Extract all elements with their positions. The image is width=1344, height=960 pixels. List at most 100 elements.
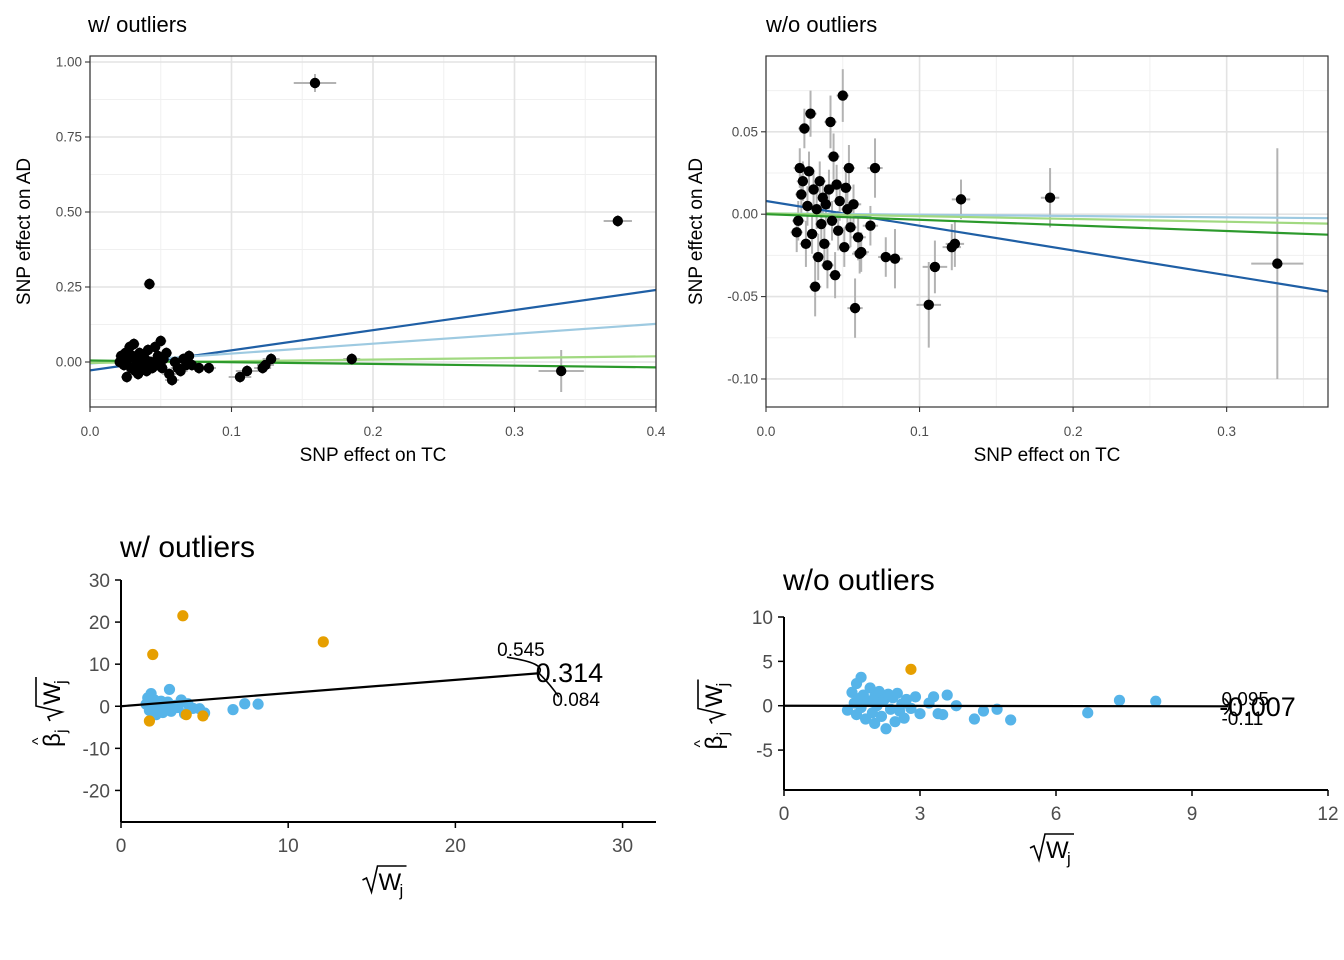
data-point [923,299,934,311]
regression-line [120,672,540,708]
estimate-label: -0.11 [1221,709,1263,730]
outlier-point [180,709,192,721]
data-point [834,195,845,207]
estimate-label: 0.095 [1221,689,1269,710]
x-tick-label: 0.0 [81,424,100,439]
subscript-j: j [1066,849,1071,868]
x-axis-title: SNP effect on TC [300,445,447,466]
regression-line [783,704,1229,708]
data-point [977,705,990,717]
data-point [183,350,195,362]
y-tick-label: 0.50 [56,205,82,220]
y-tick-label: -10 [83,739,110,760]
data-point [837,90,848,101]
x-tick-label: 20 [445,836,466,857]
data-point [816,218,827,230]
data-point [855,671,867,683]
data-point [880,251,891,263]
data-point [849,302,861,314]
data-point [914,708,926,720]
data-point [813,251,824,263]
data-point [1082,707,1094,719]
data-point [252,698,264,710]
data-point [875,710,888,722]
data-point [794,162,805,174]
data-point [831,179,842,190]
data-point [799,123,810,134]
data-point [826,215,838,226]
data-point [968,713,981,725]
x-tick-label: 0.1 [222,424,241,439]
data-point [128,338,140,350]
data-point [955,194,967,205]
data-point [929,261,941,273]
radical-sign [35,677,65,722]
y-tick-label: -0.10 [727,371,758,386]
data-point [820,199,832,210]
data-point [155,335,166,347]
data-point [889,253,901,264]
data-point [949,238,961,250]
plot-border [765,55,1329,408]
outlier-point [905,663,917,675]
data-point [1272,258,1283,269]
data-point [928,691,940,703]
data-point [239,698,251,710]
data-point [880,723,892,735]
data-point [163,683,176,696]
data-point [829,269,841,281]
estimate-arc [506,656,560,698]
y-axis-title: β^jWj [30,677,70,747]
sqrt-w-symbol: Wj [35,677,70,722]
x-tick-label: 9 [1187,804,1198,825]
panel-title: w/ outliers [87,12,187,37]
data-point [852,232,864,243]
regression-line [766,213,1328,236]
x-tick-label: 0 [116,836,127,857]
beta-hat-symbol: β [701,736,728,750]
data-point [811,204,822,215]
data-point [1113,694,1126,706]
regression-line [766,212,1328,225]
data-point [241,365,253,377]
x-tick-label: 30 [612,836,633,857]
data-point [166,374,178,386]
data-point [823,184,835,195]
w-symbol: W [701,685,728,708]
y-tick-label: 0 [762,697,773,718]
data-point [865,220,876,231]
estimate-label: -0.007 [1219,692,1296,722]
data-point [227,704,239,716]
data-point [819,238,830,250]
data-point [1005,714,1017,726]
radical-sign [1029,833,1074,863]
x-tick-label: 0.2 [364,424,383,439]
data-point [793,215,804,226]
outlier-point [147,648,159,661]
data-point [891,687,903,699]
x-tick-label: 0.0 [757,424,776,439]
data-point [909,691,922,703]
data-point [832,225,844,236]
data-point [309,77,321,89]
y-axis-title: SNP effect on AD [686,158,707,305]
data-point [555,365,567,377]
data-point [806,228,818,240]
data-point [800,238,812,250]
x-tick-label: 0.1 [910,424,929,439]
w-symbol: W [39,682,66,705]
x-axis-title: SNP effect on TC [974,445,1121,466]
data-point [937,708,949,721]
w-symbol: W [379,869,402,896]
data-point [869,717,881,730]
outlier-point [177,610,189,622]
data-point [822,260,833,271]
data-point [864,682,876,694]
y-tick-label: 30 [89,571,110,592]
data-point [803,166,815,177]
data-point [193,362,205,374]
x-tick-label: 0.3 [505,424,524,439]
hat-mark: ^ [30,737,47,745]
w-symbol: W [1046,837,1069,864]
